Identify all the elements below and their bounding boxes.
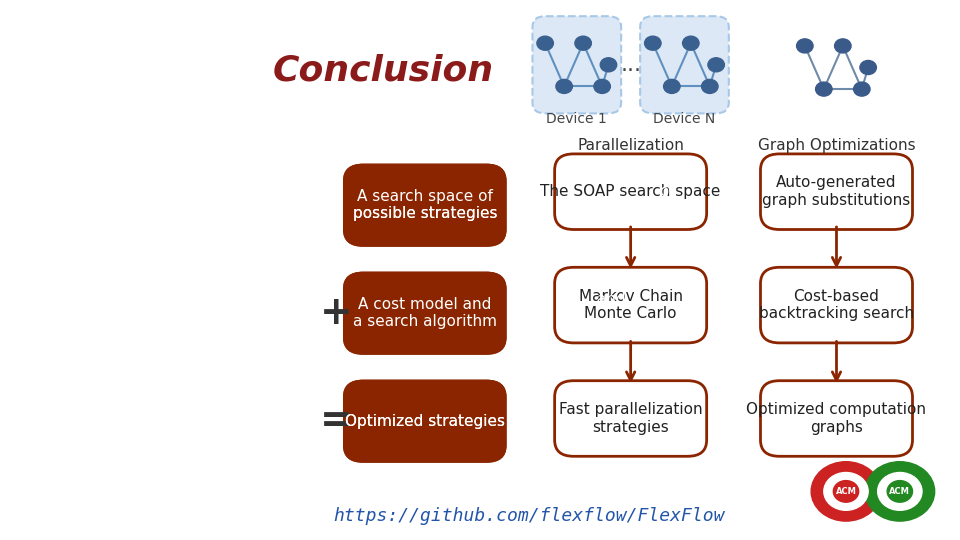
- Text: Optimized strategies: Optimized strategies: [345, 414, 505, 429]
- Circle shape: [644, 36, 661, 50]
- FancyBboxPatch shape: [555, 267, 707, 343]
- Text: A: A: [69, 184, 84, 199]
- Text: +: +: [320, 294, 352, 332]
- Circle shape: [887, 481, 913, 502]
- Circle shape: [537, 36, 553, 50]
- Text: Parallelization: Parallelization: [577, 138, 684, 153]
- Text: ...: ...: [620, 55, 641, 75]
- Circle shape: [663, 79, 680, 93]
- Text: a: a: [49, 314, 62, 329]
- Text: =: =: [320, 402, 352, 440]
- Circle shape: [865, 462, 935, 521]
- Text: A search space of
possible strategies: A search space of possible strategies: [352, 189, 497, 221]
- Circle shape: [860, 60, 876, 75]
- Circle shape: [708, 58, 725, 72]
- Text: Auto-generated
graph substitutions: Auto-generated graph substitutions: [762, 176, 911, 208]
- Text: ACM: ACM: [889, 487, 910, 496]
- Text: Device 1: Device 1: [546, 112, 607, 126]
- Text: possible strategies: possible strategies: [352, 206, 497, 221]
- Circle shape: [834, 39, 852, 53]
- Text: Optimized computation
graphs: Optimized computation graphs: [747, 402, 926, 435]
- Circle shape: [556, 79, 572, 93]
- Text: ACM: ACM: [835, 487, 856, 496]
- FancyBboxPatch shape: [344, 165, 506, 246]
- Text: A cost model and
a search algorithm: A cost model and a search algorithm: [352, 297, 496, 329]
- Circle shape: [811, 462, 881, 521]
- Text: Conclusion: Conclusion: [273, 53, 494, 87]
- FancyBboxPatch shape: [344, 381, 506, 462]
- Circle shape: [702, 79, 718, 93]
- FancyBboxPatch shape: [344, 165, 506, 246]
- Text: The SOAP search space: The SOAP search space: [540, 184, 721, 199]
- FancyBboxPatch shape: [640, 16, 729, 113]
- Circle shape: [594, 79, 611, 93]
- Text: Optimized strategies: Optimized strategies: [345, 414, 505, 429]
- FancyBboxPatch shape: [555, 381, 707, 456]
- Text: cost model: cost model: [174, 292, 268, 307]
- FancyBboxPatch shape: [344, 381, 506, 462]
- FancyBboxPatch shape: [555, 154, 707, 230]
- Text: Cost-based
backtracking search: Cost-based backtracking search: [759, 289, 914, 321]
- FancyBboxPatch shape: [760, 381, 913, 456]
- Circle shape: [683, 36, 699, 50]
- Text: Fast parallelization
strategies: Fast parallelization strategies: [559, 402, 703, 435]
- FancyBboxPatch shape: [344, 273, 506, 354]
- Circle shape: [853, 82, 870, 96]
- Circle shape: [600, 58, 616, 72]
- Text: of: of: [655, 184, 674, 199]
- Text: Markov Chain
Monte Carlo: Markov Chain Monte Carlo: [579, 289, 683, 321]
- Text: A: A: [90, 292, 106, 307]
- Circle shape: [877, 472, 922, 510]
- Text: search space: search space: [153, 184, 265, 199]
- FancyBboxPatch shape: [344, 273, 506, 354]
- Circle shape: [833, 481, 858, 502]
- FancyBboxPatch shape: [533, 16, 621, 113]
- Circle shape: [824, 472, 868, 510]
- FancyBboxPatch shape: [760, 154, 913, 230]
- Circle shape: [797, 39, 813, 53]
- Circle shape: [816, 82, 832, 96]
- Text: https://github.com/flexflow/FlexFlow: https://github.com/flexflow/FlexFlow: [333, 507, 725, 525]
- FancyBboxPatch shape: [760, 267, 913, 343]
- Text: search algorithm: search algorithm: [132, 314, 277, 329]
- Text: Device N: Device N: [654, 112, 715, 126]
- Text: and: and: [592, 292, 626, 307]
- Circle shape: [575, 36, 591, 50]
- Text: Graph Optimizations: Graph Optimizations: [757, 138, 915, 153]
